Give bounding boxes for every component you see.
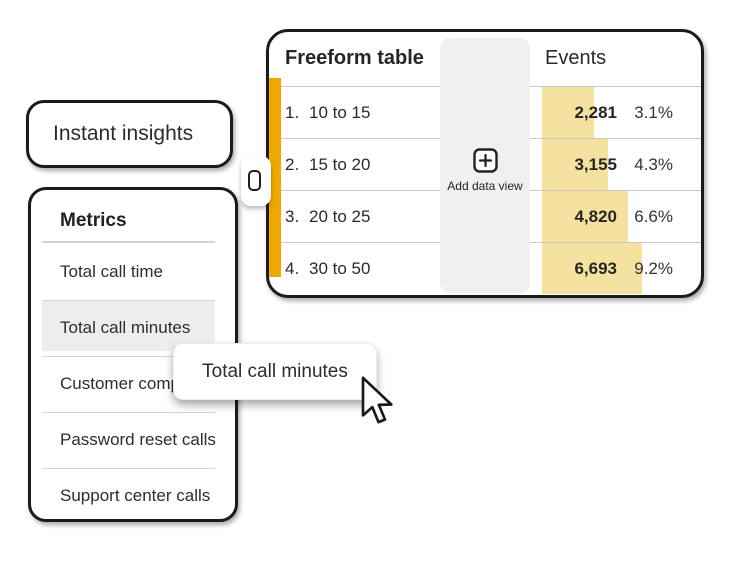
- connector-handle-hole: [248, 170, 261, 191]
- value-highlight-bar: [542, 139, 608, 190]
- row-label: 30 to 50: [309, 259, 371, 278]
- value-highlight-bar: [542, 243, 642, 294]
- row-percent: 6.6%: [634, 207, 673, 226]
- table-accent-bar: [269, 78, 281, 277]
- table-rows: 1. 10 to 15 2,281 3.1% 2. 15 to 20 3,155…: [269, 86, 701, 294]
- metric-item-label: Total call minutes: [60, 318, 191, 338]
- row-rank: 3.: [285, 207, 300, 226]
- instant-insights-chip[interactable]: Instant insights: [26, 100, 233, 168]
- add-icon[interactable]: [472, 148, 498, 173]
- add-data-view-column[interactable]: Add data view: [440, 38, 530, 293]
- divider: [42, 411, 215, 413]
- add-data-view-label: Add data view: [447, 179, 523, 193]
- value-highlight-bar: [542, 87, 594, 138]
- row-label: 20 to 25: [309, 207, 371, 226]
- divider: [42, 299, 215, 301]
- divider: [42, 355, 215, 357]
- row-rank: 1.: [285, 103, 300, 122]
- row-value: 6,693: [574, 259, 617, 278]
- table-row[interactable]: 1. 10 to 15 2,281 3.1%: [269, 86, 701, 138]
- freeform-table-panel: Freeform table Events 1. 10 to 15 2,281 …: [266, 29, 704, 298]
- row-label: 10 to 15: [309, 103, 371, 122]
- table-row[interactable]: 2. 15 to 20 3,155 4.3%: [269, 138, 701, 190]
- row-percent: 4.3%: [634, 155, 673, 174]
- metric-item-label: Password reset calls: [60, 430, 216, 450]
- metric-item-total-call-time[interactable]: Total call time: [31, 245, 235, 300]
- metric-item-total-call-minutes[interactable]: Total call minutes: [31, 301, 235, 356]
- drag-tooltip[interactable]: Total call minutes: [173, 343, 377, 400]
- value-highlight-bar: [542, 191, 628, 242]
- row-percent: 9.2%: [634, 259, 673, 278]
- cursor-arrow-icon: [361, 376, 393, 424]
- row-rank: 2.: [285, 155, 300, 174]
- instant-insights-label: Instant insights: [53, 122, 194, 145]
- row-value: 2,281: [574, 103, 617, 122]
- metric-item-label: Total call time: [60, 262, 163, 282]
- metric-item-password-reset-calls[interactable]: Password reset calls: [31, 413, 235, 468]
- selected-item-highlight: [42, 301, 215, 351]
- divider: [42, 467, 215, 469]
- row-value: 4,820: [574, 207, 617, 226]
- metrics-list: Total call time Total call minutes Custo…: [31, 245, 235, 524]
- metric-item-label: Support center calls: [60, 486, 211, 506]
- connector-handle: [241, 156, 271, 206]
- freeform-table-title: Freeform table: [285, 47, 424, 69]
- metrics-panel-title: Metrics: [60, 210, 127, 231]
- row-rank: 4.: [285, 259, 300, 278]
- row-percent: 3.1%: [634, 103, 673, 122]
- row-label: 15 to 20: [309, 155, 371, 174]
- events-column-header: Events: [545, 47, 607, 69]
- drag-tooltip-label: Total call minutes: [202, 360, 348, 382]
- metric-item-support-center-calls[interactable]: Support center calls: [31, 469, 235, 524]
- row-value: 3,155: [574, 155, 617, 174]
- divider: [42, 241, 215, 243]
